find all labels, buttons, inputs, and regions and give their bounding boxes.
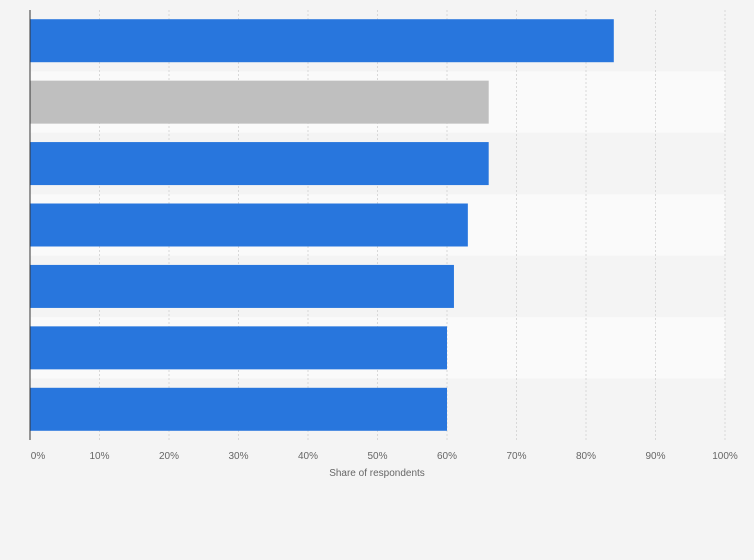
bar xyxy=(30,142,489,186)
x-tick-label: 100% xyxy=(712,451,738,462)
bars xyxy=(30,19,614,431)
x-tick-label: 80% xyxy=(576,451,596,462)
x-tick-label: 0% xyxy=(31,451,46,462)
x-tick-label: 50% xyxy=(367,451,387,462)
x-tick-labels: 0% 10% 20% 30% 40% 50% 60% 70% 80% 90% 100% xyxy=(31,451,738,462)
bar xyxy=(30,80,489,124)
bar xyxy=(30,326,447,370)
bar xyxy=(30,19,614,63)
bar xyxy=(30,264,454,308)
x-tick-label: 10% xyxy=(89,451,109,462)
x-tick-label: 40% xyxy=(298,451,318,462)
x-tick-label: 70% xyxy=(506,451,526,462)
x-tick-label: 20% xyxy=(159,451,179,462)
x-tick-label: 90% xyxy=(645,451,665,462)
bar xyxy=(30,203,468,247)
x-tick-label: 60% xyxy=(437,451,457,462)
x-tick-label: 30% xyxy=(228,451,248,462)
bar xyxy=(30,387,447,431)
x-axis-title: Share of respondents xyxy=(329,468,425,479)
